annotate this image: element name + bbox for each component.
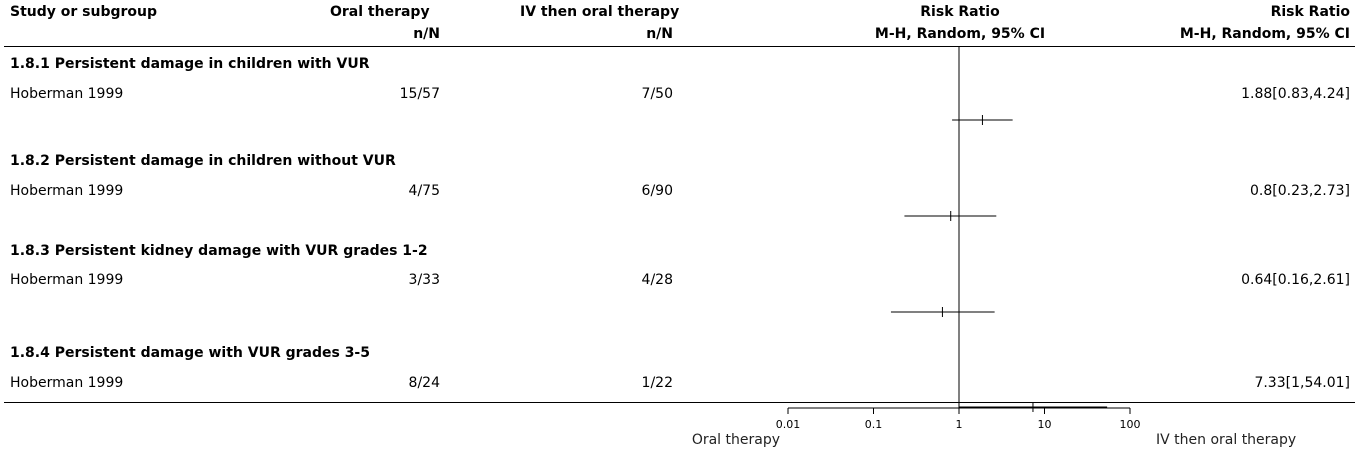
group1-count: 15/57	[399, 86, 440, 102]
effect-estimate: 1.88[0.83,4.24]	[1241, 86, 1350, 102]
subgroup-title: 1.8.1 Persistent damage in children with…	[10, 56, 370, 72]
x-axis-tick-label: 1	[956, 418, 963, 431]
subgroup-title: 1.8.4 Persistent damage with VUR grades …	[10, 345, 370, 361]
group1-count: 8/24	[408, 375, 440, 391]
study-label: Hoberman 1999	[10, 86, 124, 102]
effect-estimate: 0.64[0.16,2.61]	[1241, 272, 1350, 288]
group1-header: Oral therapy	[330, 4, 430, 20]
bottom-rule	[4, 402, 1355, 403]
subgroup-title: 1.8.2 Persistent damage in children with…	[10, 153, 396, 169]
group2-count: 1/22	[641, 375, 673, 391]
group2-header: IV then oral therapy	[520, 4, 680, 20]
group1-count: 3/33	[408, 272, 440, 288]
x-axis-tick-label: 0.01	[776, 418, 801, 431]
x-axis-tick-label: 100	[1120, 418, 1141, 431]
x-axis-tick-label: 10	[1038, 418, 1052, 431]
effect-estimate: 0.8[0.23,2.73]	[1250, 183, 1350, 199]
study-label: Hoberman 1999	[10, 272, 124, 288]
study-label: Hoberman 1999	[10, 375, 124, 391]
plot-column-header: Risk Ratio	[920, 4, 1000, 20]
axis-left-label: Oral therapy	[691, 432, 780, 448]
header-rule	[4, 46, 1355, 47]
group2-count: 4/28	[641, 272, 673, 288]
effect-column-header: Risk Ratio	[1270, 4, 1350, 20]
group1-subheader: n/N	[413, 26, 440, 42]
group1-count: 4/75	[408, 183, 440, 199]
effect-estimate: 7.33[1,54.01]	[1254, 375, 1350, 391]
study-label: Hoberman 1999	[10, 183, 124, 199]
group2-count: 7/50	[641, 86, 673, 102]
study-column-header: Study or subgroup	[10, 4, 158, 20]
subgroup-title: 1.8.3 Persistent kidney damage with VUR …	[10, 243, 428, 259]
x-axis-tick-label: 0.1	[865, 418, 883, 431]
plot-column-subheader: M-H, Random, 95% CI	[874, 26, 1046, 42]
group2-subheader: n/N	[646, 26, 673, 42]
group2-count: 6/90	[641, 183, 673, 199]
axis-right-label: IV then oral therapy	[1156, 432, 1297, 448]
effect-column-subheader: M-H, Random, 95% CI	[1179, 26, 1350, 42]
